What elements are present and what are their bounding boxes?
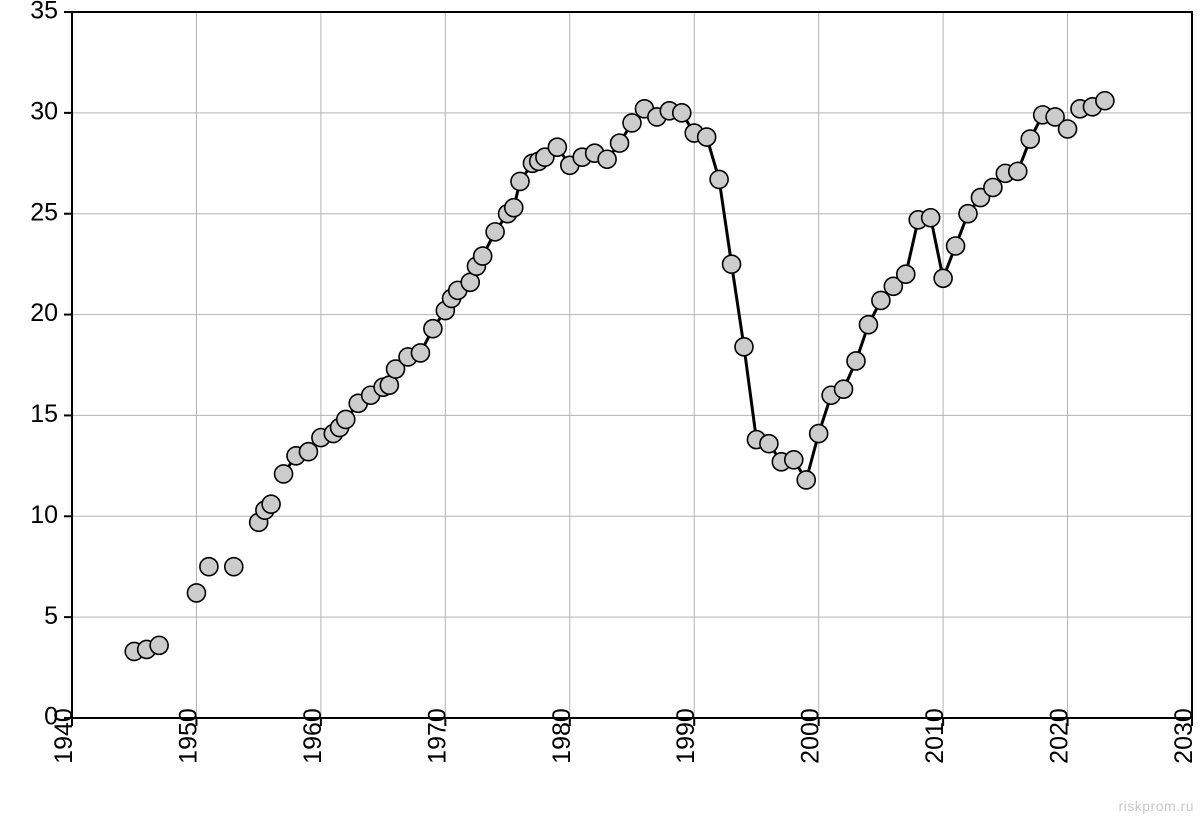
x-tick-label: 1980	[548, 708, 576, 764]
data-point	[424, 320, 442, 338]
data-point	[760, 435, 778, 453]
x-tick-label: 1960	[299, 708, 327, 764]
data-point	[200, 558, 218, 576]
data-point	[225, 558, 243, 576]
x-tick-label: 2020	[1046, 708, 1074, 764]
data-point	[187, 584, 205, 602]
y-tick-label: 30	[30, 97, 58, 125]
data-point	[461, 273, 479, 291]
data-point	[835, 380, 853, 398]
data-point	[947, 237, 965, 255]
data-point	[859, 316, 877, 334]
data-point	[1059, 120, 1077, 138]
x-tick-label: 1940	[50, 708, 78, 764]
data-point	[847, 352, 865, 370]
x-tick-label: 1950	[174, 708, 202, 764]
data-point	[598, 150, 616, 168]
data-point	[698, 128, 716, 146]
y-tick-label: 15	[30, 400, 58, 428]
data-point	[474, 247, 492, 265]
data-point	[673, 104, 691, 122]
data-point	[934, 269, 952, 287]
x-tick-label: 1970	[423, 708, 451, 764]
chart-svg: 0510152025303519401950196019701980199020…	[0, 0, 1200, 818]
data-point	[380, 376, 398, 394]
x-tick-label: 2000	[797, 708, 825, 764]
chart-container: 0510152025303519401950196019701980199020…	[0, 0, 1200, 818]
data-point	[710, 170, 728, 188]
data-point	[262, 495, 280, 513]
data-point	[735, 338, 753, 356]
data-point	[299, 443, 317, 461]
data-point	[486, 223, 504, 241]
data-point	[623, 114, 641, 132]
data-point	[505, 199, 523, 217]
data-point	[984, 178, 1002, 196]
data-point	[611, 134, 629, 152]
data-point	[959, 205, 977, 223]
data-point	[275, 465, 293, 483]
data-point	[872, 291, 890, 309]
data-point	[897, 265, 915, 283]
data-point	[797, 471, 815, 489]
x-tick-label: 1990	[672, 708, 700, 764]
data-point	[922, 209, 940, 227]
data-point	[150, 636, 168, 654]
data-point	[723, 255, 741, 273]
y-tick-label: 5	[44, 602, 58, 630]
data-point	[810, 425, 828, 443]
data-point	[1096, 92, 1114, 110]
x-tick-label: 2010	[921, 708, 949, 764]
data-point	[411, 344, 429, 362]
data-point	[785, 451, 803, 469]
data-point	[1021, 130, 1039, 148]
data-point	[1009, 162, 1027, 180]
data-point	[511, 172, 529, 190]
watermark: riskprom.ru	[1118, 798, 1194, 814]
y-tick-label: 10	[30, 501, 58, 529]
data-point	[337, 410, 355, 428]
y-tick-label: 35	[30, 0, 58, 25]
x-tick-label: 2030	[1170, 708, 1198, 764]
y-tick-label: 20	[30, 299, 58, 327]
y-tick-label: 25	[30, 198, 58, 226]
data-point	[548, 138, 566, 156]
